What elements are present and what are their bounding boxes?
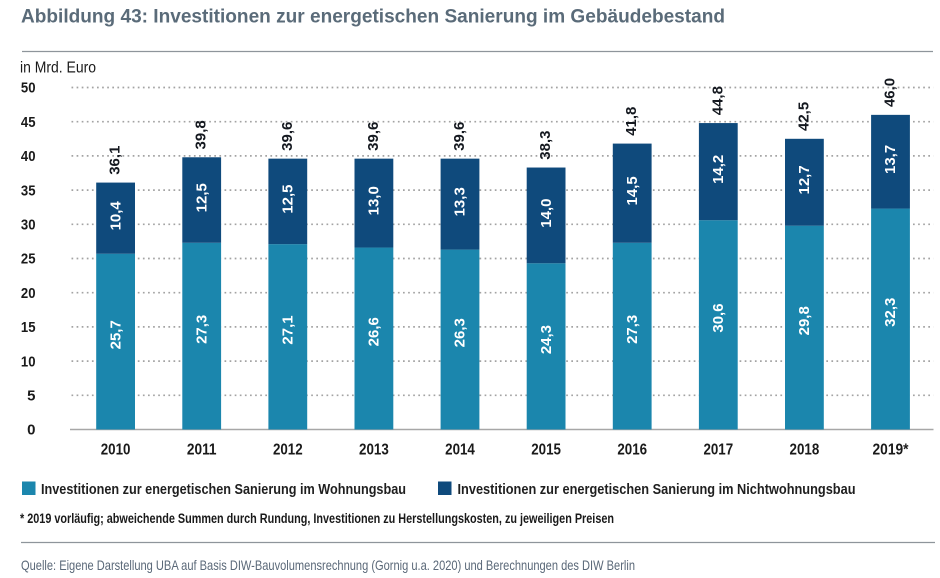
svg-text:Quelle: Eigene Darstellung UBA: Quelle: Eigene Darstellung UBA auf Basis…	[21, 557, 635, 573]
svg-text:26,6: 26,6	[366, 317, 383, 346]
svg-text:5: 5	[27, 388, 35, 405]
svg-text:26,3: 26,3	[452, 318, 469, 347]
svg-text:27,1: 27,1	[280, 315, 297, 344]
svg-text:13,3: 13,3	[452, 187, 469, 216]
svg-text:14,2: 14,2	[710, 155, 727, 184]
svg-text:12,5: 12,5	[280, 184, 297, 213]
svg-text:38,3: 38,3	[537, 131, 554, 160]
svg-text:39,8: 39,8	[193, 120, 210, 149]
svg-text:32,3: 32,3	[882, 298, 899, 327]
svg-text:50: 50	[21, 80, 36, 97]
svg-text:2012: 2012	[273, 441, 303, 458]
svg-text:in Mrd. Euro: in Mrd. Euro	[20, 60, 96, 77]
svg-text:10,4: 10,4	[107, 201, 124, 231]
svg-text:36,1: 36,1	[107, 146, 124, 175]
svg-text:39,6: 39,6	[365, 122, 382, 151]
svg-text:2017: 2017	[703, 441, 733, 458]
svg-text:15: 15	[21, 319, 36, 336]
svg-text:45: 45	[21, 114, 36, 131]
svg-text:39,6: 39,6	[451, 122, 468, 151]
svg-text:2015: 2015	[531, 441, 561, 458]
svg-text:41,8: 41,8	[623, 107, 640, 136]
svg-text:2014: 2014	[445, 441, 475, 458]
svg-text:35: 35	[21, 182, 36, 199]
svg-text:39,6: 39,6	[279, 122, 296, 151]
svg-text:42,5: 42,5	[795, 102, 812, 131]
svg-text:14,0: 14,0	[538, 199, 555, 228]
svg-text:2018: 2018	[790, 441, 820, 458]
svg-text:0: 0	[27, 422, 35, 439]
svg-text:12,5: 12,5	[193, 183, 210, 212]
svg-text:44,8: 44,8	[709, 86, 726, 115]
svg-text:46,0: 46,0	[882, 78, 899, 107]
svg-text:2013: 2013	[359, 441, 389, 458]
svg-text:14,5: 14,5	[624, 176, 641, 205]
svg-text:12,7: 12,7	[796, 165, 813, 194]
svg-text:2019*: 2019*	[873, 441, 910, 458]
svg-text:Investitionen zur energetische: Investitionen zur energetischen Sanierun…	[41, 482, 406, 498]
svg-text:29,8: 29,8	[796, 306, 813, 335]
svg-text:13,0: 13,0	[366, 186, 383, 215]
svg-text:30: 30	[21, 217, 36, 234]
svg-text:25,7: 25,7	[107, 320, 124, 349]
svg-text:30,6: 30,6	[710, 303, 727, 332]
svg-text:* 2019 vorläufig; abweichende: * 2019 vorläufig; abweichende Summen dur…	[20, 511, 614, 526]
svg-text:13,7: 13,7	[882, 145, 899, 174]
svg-text:Investitionen zur energetische: Investitionen zur energetischen Sanierun…	[458, 482, 856, 498]
svg-text:40: 40	[21, 148, 36, 165]
svg-text:2010: 2010	[101, 441, 131, 458]
svg-text:2011: 2011	[187, 441, 217, 458]
svg-text:20: 20	[21, 285, 36, 302]
svg-text:24,3: 24,3	[538, 325, 555, 354]
svg-text:27,3: 27,3	[193, 315, 210, 344]
svg-text:2016: 2016	[617, 441, 647, 458]
svg-text:25: 25	[21, 251, 36, 268]
svg-text:27,3: 27,3	[624, 315, 641, 344]
svg-text:Abbildung 43: Investitionen zu: Abbildung 43: Investitionen zur energeti…	[21, 6, 725, 28]
svg-text:10: 10	[21, 353, 36, 370]
